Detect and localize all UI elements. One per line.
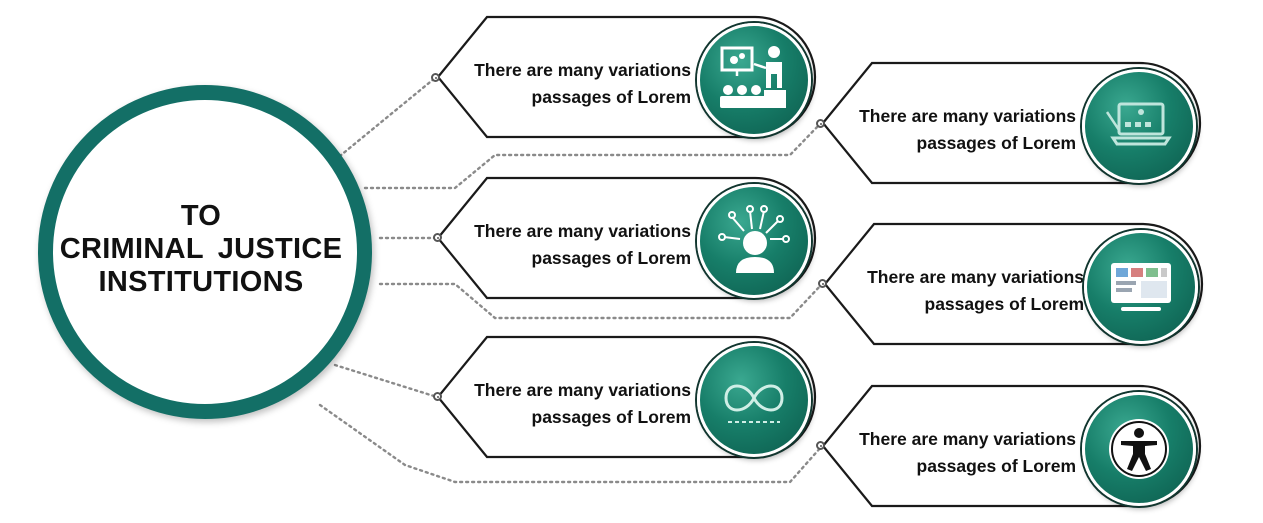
card-text-line-2: passages of Lorem bbox=[531, 87, 692, 107]
connector-5 bbox=[333, 363, 439, 399]
connector-4 bbox=[378, 282, 824, 320]
connector-port-5 bbox=[433, 392, 442, 401]
card-text-line-2: passages of Lorem bbox=[916, 456, 1077, 476]
hub-title: TO CRIMINAL JUSTICE INSTITUTIONS bbox=[60, 200, 343, 299]
card-text-line-1: There are many variations bbox=[474, 221, 691, 241]
connector-port-6 bbox=[816, 441, 825, 450]
connector-port-2 bbox=[816, 119, 825, 128]
central-hub: TO CRIMINAL JUSTICE INSTITUTIONS bbox=[38, 85, 372, 419]
connector-1 bbox=[333, 76, 437, 162]
card-text-line-2: passages of Lorem bbox=[924, 294, 1085, 314]
card-4: There are many variations passages of Lo… bbox=[822, 222, 1207, 346]
card-text: There are many variations passages of Lo… bbox=[830, 426, 1076, 480]
card-2: There are many variations passages of Lo… bbox=[820, 61, 1205, 185]
infinity-icon bbox=[697, 343, 811, 457]
card-text: There are many variations passages of Lo… bbox=[445, 218, 691, 272]
card-text: There are many variations passages of Lo… bbox=[445, 57, 691, 111]
dashboard-screen-icon bbox=[1084, 230, 1198, 344]
connector-port-4 bbox=[818, 279, 827, 288]
connector-6 bbox=[318, 403, 824, 484]
card-5: There are many variations passages of Lo… bbox=[435, 335, 820, 459]
card-text-line-2: passages of Lorem bbox=[916, 133, 1077, 153]
card-text-line-2: passages of Lorem bbox=[531, 248, 692, 268]
card-text-line-2: passages of Lorem bbox=[531, 407, 692, 427]
card-text-line-1: There are many variations bbox=[867, 267, 1084, 287]
hub-title-line-2: CRIMINAL JUSTICE bbox=[59, 233, 343, 265]
hub-title-line-3: INSTITUTIONS bbox=[98, 266, 304, 298]
card-3: There are many variations passages of Lo… bbox=[435, 176, 820, 300]
card-6: There are many variations passages of Lo… bbox=[820, 384, 1205, 508]
connector-port-1 bbox=[431, 73, 440, 82]
presentation-icon bbox=[697, 23, 811, 137]
card-text: There are many variations passages of Lo… bbox=[830, 103, 1076, 157]
accessibility-icon bbox=[1082, 392, 1196, 506]
hub-title-line-1: TO bbox=[180, 200, 222, 232]
card-text: There are many variations passages of Lo… bbox=[445, 377, 691, 431]
card-1: There are many variations passages of Lo… bbox=[435, 15, 820, 139]
card-text-line-1: There are many variations bbox=[859, 106, 1076, 126]
card-text: There are many variations passages of Lo… bbox=[838, 264, 1084, 318]
person-network-icon bbox=[697, 184, 811, 298]
card-text-line-1: There are many variations bbox=[474, 60, 691, 80]
connector-2 bbox=[363, 122, 822, 190]
laptop-icon bbox=[1082, 69, 1196, 183]
connector-port-3 bbox=[433, 233, 442, 242]
card-text-line-1: There are many variations bbox=[859, 429, 1076, 449]
card-text-line-1: There are many variations bbox=[474, 380, 691, 400]
